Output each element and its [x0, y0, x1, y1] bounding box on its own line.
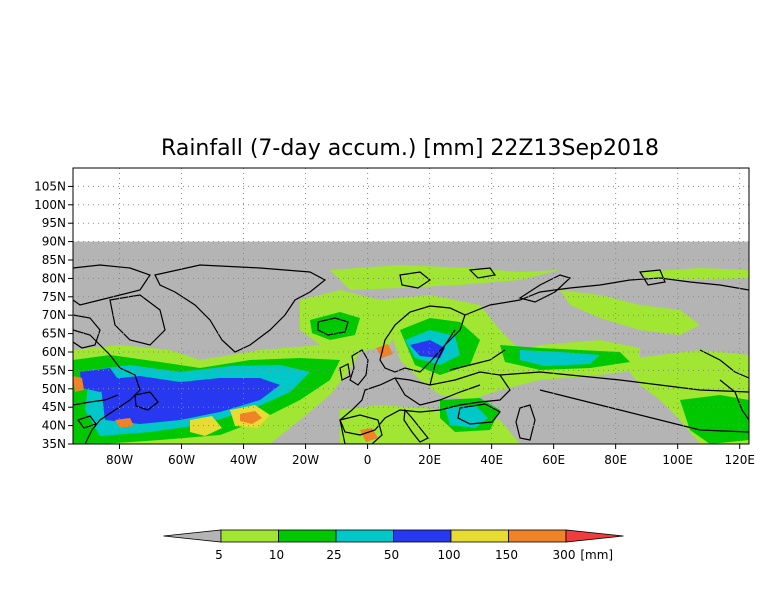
- rain-patch-balkan-cyan: [445, 405, 488, 428]
- lat-tick-label: 95N: [42, 216, 66, 230]
- map-gridlines: [73, 168, 749, 444]
- rain-patch-canada-blue: [80, 368, 120, 392]
- latitude-axis: 105N 100N 95N 90N 85N 80N 75N 70N 65N 60N 55N 50N 45…: [34, 179, 73, 451]
- rainfall-field: [73, 265, 749, 444]
- colorbar: 5 10 25 50 100 150 300 [mm]: [163, 529, 624, 562]
- coast-black-sea: [457, 403, 501, 425]
- lat-tick-label: 70N: [42, 308, 66, 322]
- coast-hudson-bay: [73, 314, 101, 349]
- lat-tick-label: 75N: [42, 290, 66, 304]
- lat-tick-label: 100N: [34, 198, 66, 212]
- border-europe-1: [394, 377, 481, 406]
- lat-tick-label: 45N: [42, 400, 66, 414]
- lat-tick-label: 40N: [42, 419, 66, 433]
- lon-tick-label: 60W: [168, 453, 195, 467]
- lon-tick-label: 80E: [604, 453, 627, 467]
- coast-great-lakes: [77, 415, 97, 429]
- lon-tick-label: 0: [364, 453, 372, 467]
- border-asia-1: [499, 371, 749, 393]
- rain-patch-atlantic-yellow-2: [190, 416, 222, 436]
- border-europe-2: [429, 329, 456, 386]
- border-north-america: [73, 394, 119, 406]
- colorbar-label: 50: [384, 548, 399, 562]
- coast-franz-josef: [468, 267, 497, 279]
- lon-tick-label: 60E: [542, 453, 565, 467]
- colorbar-segment: [220, 529, 279, 543]
- coast-asia-east: [719, 379, 749, 421]
- colorbar-label: 100: [438, 548, 461, 562]
- rain-patch-russia-cyan: [520, 350, 600, 366]
- coast-svalbard: [399, 271, 432, 289]
- lat-tick-label: 90N: [42, 235, 66, 249]
- rain-patch-arctic-strip: [640, 268, 749, 280]
- coast-novaya-zemlya: [518, 274, 572, 303]
- lon-tick-label: 20E: [418, 453, 441, 467]
- lon-tick-label: 80W: [106, 453, 133, 467]
- coast-okhotsk: [699, 349, 749, 379]
- border-asia-2: [539, 389, 749, 433]
- lat-tick-label: 35N: [42, 437, 66, 451]
- rain-patch-scand-orange: [376, 344, 393, 358]
- coast-iberia: [339, 414, 383, 444]
- colorbar-over-triangle: [565, 529, 624, 543]
- rain-patch-arctic-light: [330, 265, 560, 290]
- colorbar-under-triangle: [163, 529, 222, 543]
- colorbar-label: 150: [495, 548, 518, 562]
- lat-tick-label: 80N: [42, 271, 66, 285]
- lon-tick-label: 100E: [662, 453, 693, 467]
- rain-patch-iceland-medium: [310, 312, 360, 340]
- lat-tick-label: 50N: [42, 382, 66, 396]
- no-data-region: [73, 168, 749, 238]
- colorbar-segment: [508, 529, 567, 543]
- coast-severnaya-zemlya: [638, 269, 666, 286]
- coast-caspian: [515, 404, 536, 441]
- coast-europe: [339, 371, 511, 436]
- coast-italy: [403, 408, 429, 443]
- rain-patch-atlantic-orange: [240, 411, 262, 424]
- longitude-axis: 80W 60W 40W 20W 0 20E 40E 60E 80E 100E 120E: [106, 444, 755, 467]
- colorbar-segment: [278, 529, 337, 543]
- border-europe-3: [449, 349, 506, 371]
- rain-patch-east-coast-orange: [73, 376, 84, 392]
- lat-tick-label: 65N: [42, 327, 66, 341]
- rain-patch-atlantic-blue: [100, 376, 280, 424]
- colorbar-label: 10: [269, 548, 284, 562]
- colorbar-segment: [450, 529, 509, 543]
- coast-canada-north: [73, 264, 151, 306]
- rain-patch-scand-blue: [410, 340, 445, 358]
- colorbar-segment: [335, 529, 394, 543]
- map-title: Rainfall (7-day accum.) [mm] 22Z13Sep201…: [161, 136, 659, 161]
- rain-patch-siberia-light: [560, 290, 700, 335]
- colorbar-label: 300: [553, 548, 576, 562]
- coast-newfoundland: [134, 391, 159, 411]
- lat-tick-label: 60N: [42, 345, 66, 359]
- rain-patch-us-orange: [115, 418, 134, 428]
- coast-iceland: [317, 317, 349, 336]
- coast-ireland: [339, 363, 351, 381]
- lat-tick-label: 105N: [34, 179, 66, 193]
- lon-tick-label: 120E: [724, 453, 755, 467]
- map-frame: [72, 167, 750, 445]
- colorbar-segment: [393, 529, 452, 543]
- coast-russia-arctic: [464, 277, 749, 316]
- coast-greenland: [154, 264, 327, 353]
- coastlines: [73, 264, 749, 444]
- lat-tick-label: 55N: [42, 363, 66, 377]
- lat-tick-label: 85N: [42, 253, 66, 267]
- coast-baffin: [109, 294, 166, 346]
- colorbar-unit: [mm]: [580, 548, 613, 562]
- lon-tick-label: 20W: [292, 453, 319, 467]
- colorbar-label: 5: [215, 548, 223, 562]
- rain-patch-iberia-orange: [360, 428, 378, 442]
- lon-tick-label: 40W: [230, 453, 257, 467]
- lon-tick-label: 40E: [480, 453, 503, 467]
- coast-north-america: [73, 329, 141, 444]
- colorbar-label: 25: [326, 548, 341, 562]
